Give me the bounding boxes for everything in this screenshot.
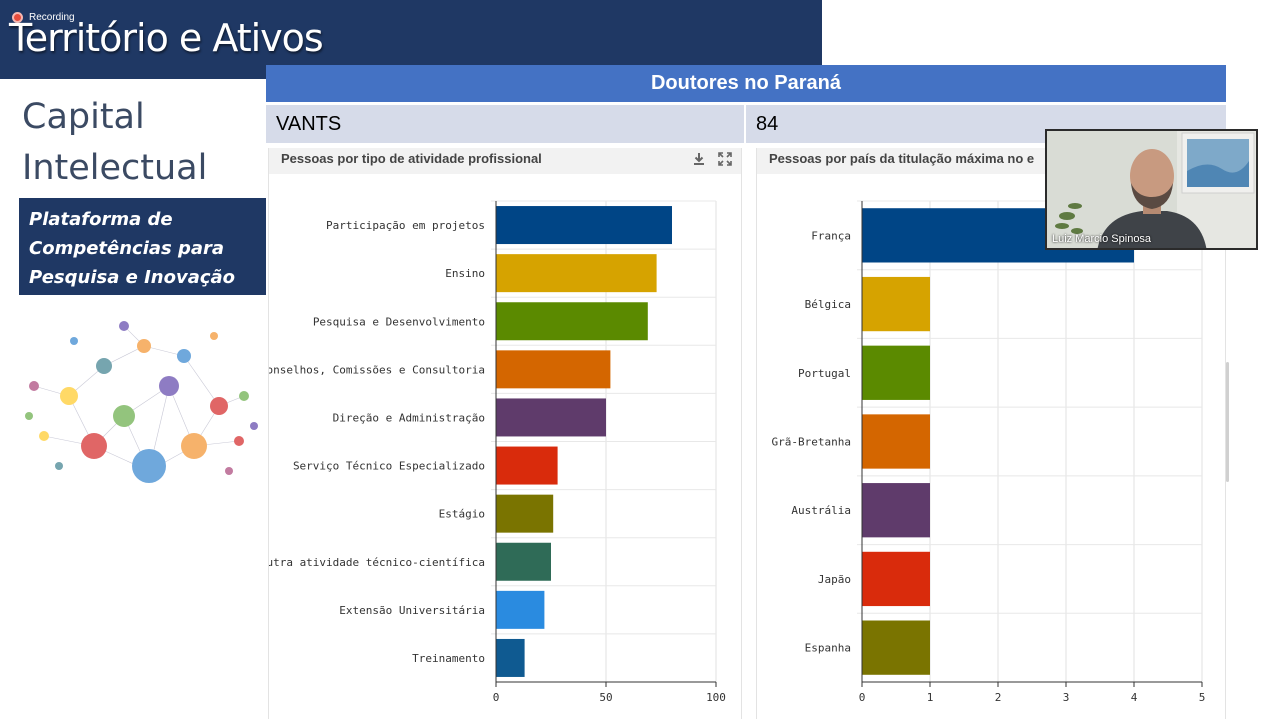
country-chart-title: Pessoas por país da titulação máxima no … bbox=[769, 151, 1035, 166]
category-label: Conselhos, Comissões e Consultoria bbox=[269, 363, 485, 376]
participant-name: Luiz Marcio Spinosa bbox=[1052, 233, 1152, 245]
category-label: Participação em projetos bbox=[326, 219, 485, 232]
activity-chart-header: Pessoas por tipo de atividade profission… bbox=[269, 148, 741, 174]
activity-bar-chart: 0 50 100 Participação em projetos Ensino Pesq… bbox=[269, 200, 726, 704]
bar bbox=[862, 345, 930, 400]
activity-chart-panel: Pessoas por tipo de atividade profission… bbox=[268, 148, 742, 719]
category-label: Espanha bbox=[805, 642, 851, 655]
country-bar-chart: 0 1 2 3 4 5 França Bélgica Portugal Grã-Bretanha A… bbox=[772, 200, 1206, 704]
bar bbox=[862, 414, 930, 469]
bar bbox=[862, 276, 930, 332]
category-label: Austrália bbox=[791, 504, 851, 517]
bar bbox=[496, 350, 611, 389]
x-tick-label: 0 bbox=[859, 691, 866, 704]
platform-text: Plataforma de Competências para Pesquisa… bbox=[29, 209, 236, 288]
category-label: França bbox=[811, 229, 851, 242]
category-label: Estágio bbox=[439, 508, 485, 521]
bar bbox=[862, 483, 930, 538]
count-cell: 84 bbox=[746, 105, 1226, 143]
bar bbox=[496, 254, 657, 293]
category-label: Treinamento bbox=[412, 652, 485, 665]
category-label: Direção e Administração bbox=[333, 411, 485, 424]
x-tick-label: 100 bbox=[706, 691, 726, 704]
category-label: Portugal bbox=[798, 367, 851, 380]
platform-box: Plataforma de Competências para Pesquisa… bbox=[19, 198, 266, 295]
category-label: Grã-Bretanha bbox=[772, 436, 851, 449]
bar bbox=[496, 206, 672, 245]
x-tick-label: 4 bbox=[1131, 691, 1138, 704]
capital-line-1: Capital bbox=[22, 97, 145, 137]
participant-video bbox=[1047, 131, 1256, 248]
download-icon[interactable] bbox=[691, 151, 707, 167]
category-label: Extensão Universitária bbox=[339, 604, 485, 617]
x-tick-label: 5 bbox=[1199, 691, 1206, 704]
bar bbox=[496, 302, 648, 341]
bar bbox=[862, 551, 930, 607]
recording-dot-icon bbox=[12, 12, 23, 23]
category-label: Ensino bbox=[445, 267, 485, 280]
category-label: Outra atividade técnico-científica bbox=[269, 556, 485, 569]
slide-title: Território e Ativos bbox=[9, 16, 324, 60]
people-network-illustration bbox=[25, 321, 258, 483]
x-tick-label: 0 bbox=[493, 691, 500, 704]
country-chart-panel: Pessoas por país da titulação máxima no … bbox=[756, 148, 1226, 719]
x-tick-label: 3 bbox=[1063, 691, 1070, 704]
bar bbox=[496, 446, 558, 485]
bar bbox=[496, 590, 545, 629]
bar bbox=[862, 620, 930, 675]
bar bbox=[496, 542, 551, 581]
x-tick-label: 1 bbox=[927, 691, 934, 704]
recording-label: Recording bbox=[29, 12, 75, 23]
video-thumbnail[interactable]: Luiz Marcio Spinosa bbox=[1045, 129, 1258, 250]
bar bbox=[496, 398, 606, 437]
capital-line-2: Intelectual bbox=[22, 148, 208, 188]
activity-chart-title: Pessoas por tipo de atividade profission… bbox=[281, 151, 542, 166]
category-label: Pesquisa e Desenvolvimento bbox=[313, 315, 485, 328]
x-tick-label: 2 bbox=[995, 691, 1002, 704]
expand-icon[interactable] bbox=[717, 151, 733, 167]
doctors-header: Doutores no Paraná bbox=[266, 65, 1226, 102]
chart-toolbar bbox=[691, 151, 733, 167]
x-tick-label: 50 bbox=[599, 691, 612, 704]
bar bbox=[496, 638, 525, 677]
recording-indicator: Recording bbox=[12, 12, 75, 23]
category-label: Bélgica bbox=[805, 298, 851, 311]
bar bbox=[496, 494, 554, 533]
category-label: Japão bbox=[818, 573, 851, 586]
category-label: Serviço Técnico Especializado bbox=[293, 460, 485, 473]
scrollbar-thumb[interactable] bbox=[1226, 362, 1229, 482]
category-cell: VANTS bbox=[266, 105, 744, 143]
capital-heading: Capital Intelectual bbox=[22, 92, 207, 194]
